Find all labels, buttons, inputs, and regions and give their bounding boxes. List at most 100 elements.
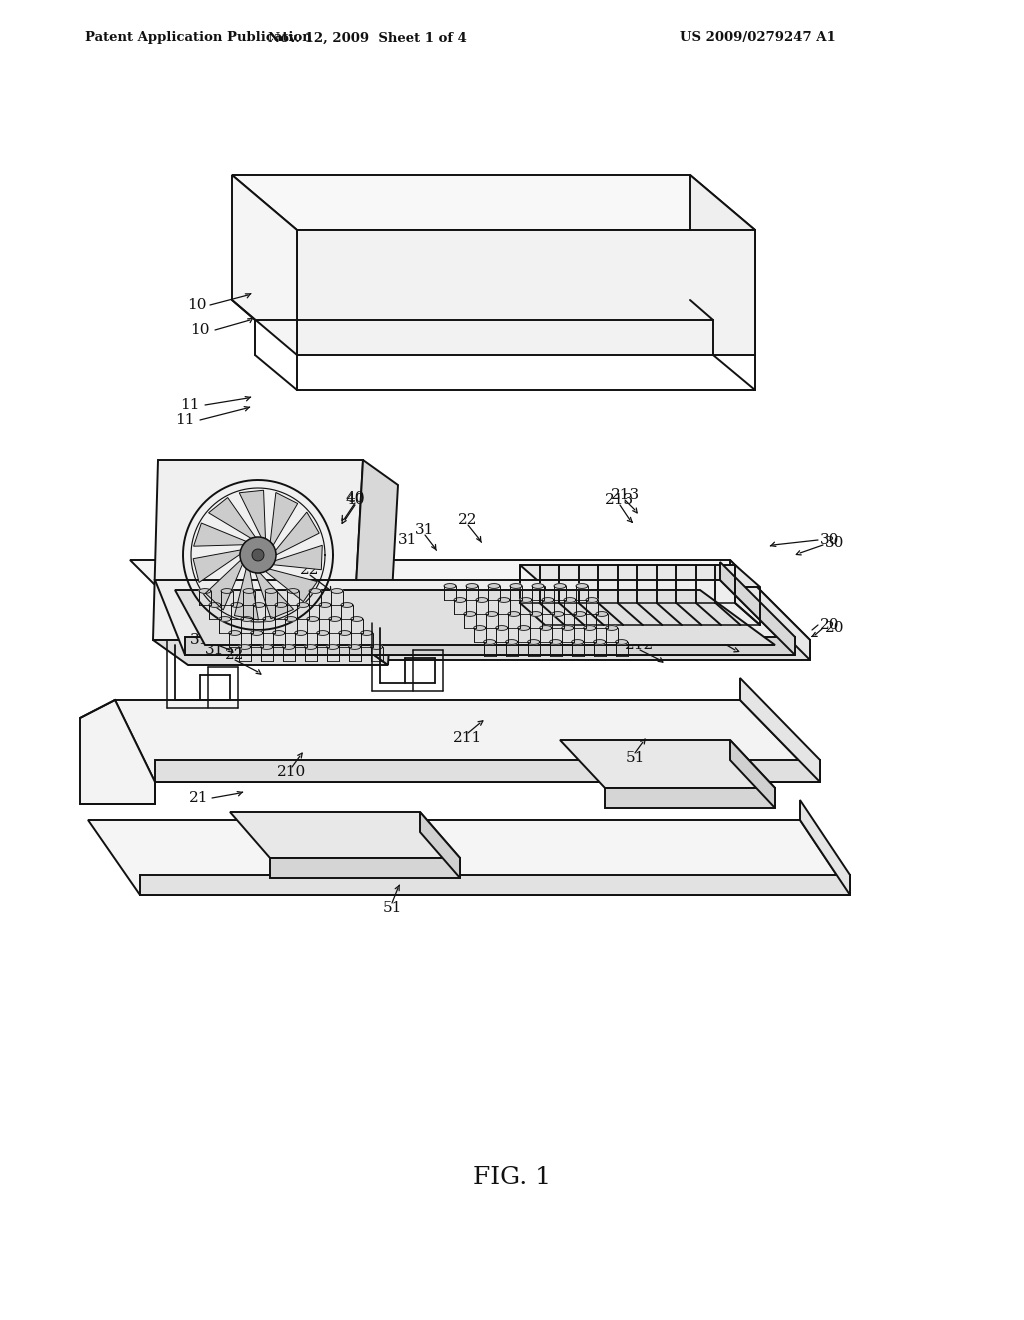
Polygon shape	[319, 603, 331, 607]
Polygon shape	[331, 589, 343, 594]
Polygon shape	[454, 598, 466, 602]
Text: 31: 31	[190, 634, 210, 647]
Polygon shape	[263, 616, 274, 622]
Polygon shape	[420, 812, 460, 878]
Text: 10: 10	[187, 298, 207, 312]
Polygon shape	[194, 550, 241, 582]
Text: 213: 213	[610, 488, 640, 502]
Polygon shape	[444, 583, 456, 589]
Polygon shape	[327, 644, 339, 649]
Polygon shape	[740, 678, 820, 781]
Circle shape	[240, 537, 276, 573]
Text: 31: 31	[416, 523, 434, 537]
Polygon shape	[720, 562, 795, 655]
Polygon shape	[209, 498, 255, 539]
Text: US 2009/0279247 A1: US 2009/0279247 A1	[680, 32, 836, 45]
Text: Patent Application Publication: Patent Application Publication	[85, 32, 311, 45]
Polygon shape	[542, 598, 554, 602]
Text: 30: 30	[825, 536, 845, 550]
Polygon shape	[230, 812, 460, 858]
Polygon shape	[275, 603, 287, 607]
Polygon shape	[518, 626, 529, 631]
Polygon shape	[232, 176, 755, 230]
Polygon shape	[251, 631, 263, 635]
Polygon shape	[496, 626, 508, 631]
Polygon shape	[730, 741, 775, 808]
Polygon shape	[527, 640, 540, 644]
Text: Nov. 12, 2009  Sheet 1 of 4: Nov. 12, 2009 Sheet 1 of 4	[267, 32, 467, 45]
Polygon shape	[594, 640, 605, 644]
Polygon shape	[573, 611, 586, 616]
Text: 30: 30	[820, 533, 840, 546]
Polygon shape	[255, 573, 294, 619]
Polygon shape	[562, 626, 573, 631]
Text: 20: 20	[825, 620, 845, 635]
Polygon shape	[571, 640, 584, 644]
Text: 40: 40	[345, 491, 365, 506]
Polygon shape	[596, 611, 608, 616]
Polygon shape	[464, 611, 476, 616]
Polygon shape	[349, 644, 360, 649]
Polygon shape	[800, 800, 850, 895]
Polygon shape	[577, 583, 588, 589]
Polygon shape	[88, 820, 850, 895]
Polygon shape	[351, 616, 362, 622]
Text: 11: 11	[180, 399, 200, 412]
Polygon shape	[690, 176, 755, 355]
Text: 10: 10	[190, 323, 210, 337]
Polygon shape	[529, 611, 542, 616]
Text: 211: 211	[454, 731, 482, 744]
Text: 50: 50	[718, 634, 737, 647]
Polygon shape	[498, 598, 510, 602]
Polygon shape	[297, 603, 309, 607]
Polygon shape	[483, 640, 496, 644]
Polygon shape	[199, 589, 211, 594]
Text: 20: 20	[820, 618, 840, 632]
Polygon shape	[508, 611, 520, 616]
Polygon shape	[584, 626, 596, 631]
Polygon shape	[615, 640, 628, 644]
Polygon shape	[239, 644, 251, 649]
Polygon shape	[297, 230, 755, 355]
Polygon shape	[185, 638, 795, 655]
Polygon shape	[228, 631, 241, 635]
Polygon shape	[474, 626, 485, 631]
Text: 31: 31	[398, 533, 418, 546]
Polygon shape	[209, 603, 221, 607]
Polygon shape	[153, 640, 388, 665]
Text: 31: 31	[206, 643, 224, 657]
Polygon shape	[488, 583, 500, 589]
Polygon shape	[339, 631, 350, 635]
Polygon shape	[540, 626, 552, 631]
Text: 210: 210	[278, 766, 306, 779]
Polygon shape	[155, 760, 820, 781]
Polygon shape	[485, 611, 498, 616]
Polygon shape	[273, 545, 323, 570]
Text: 51: 51	[626, 751, 645, 766]
Polygon shape	[219, 616, 230, 622]
Polygon shape	[130, 560, 810, 640]
Polygon shape	[206, 560, 243, 610]
Polygon shape	[316, 631, 329, 635]
Text: 22: 22	[300, 564, 319, 577]
Polygon shape	[560, 741, 775, 788]
Polygon shape	[532, 583, 544, 589]
Polygon shape	[243, 589, 255, 594]
Polygon shape	[232, 176, 297, 355]
Polygon shape	[80, 700, 155, 804]
Polygon shape	[265, 589, 278, 594]
Text: 51: 51	[382, 902, 401, 915]
Polygon shape	[253, 603, 265, 607]
Circle shape	[252, 549, 264, 561]
Polygon shape	[506, 640, 517, 644]
Polygon shape	[241, 616, 253, 622]
Polygon shape	[307, 616, 318, 622]
Polygon shape	[140, 875, 850, 895]
Polygon shape	[210, 640, 810, 660]
Polygon shape	[360, 631, 373, 635]
Text: 11: 11	[175, 413, 195, 426]
Polygon shape	[605, 788, 775, 808]
Polygon shape	[175, 590, 775, 645]
Polygon shape	[564, 598, 575, 602]
Polygon shape	[552, 611, 564, 616]
